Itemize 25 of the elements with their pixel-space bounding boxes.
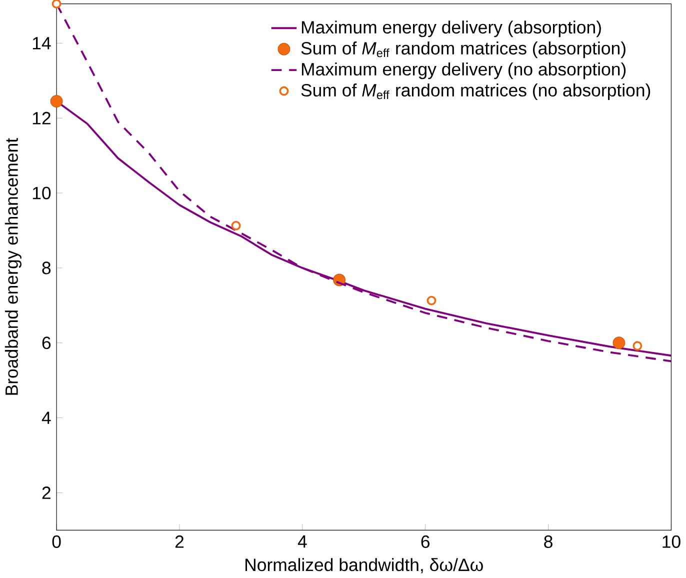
y-tick-label: 6 bbox=[42, 336, 51, 350]
x-tick-label: 10 bbox=[662, 535, 680, 548]
y-tick-label: 14 bbox=[32, 37, 51, 50]
point bbox=[632, 341, 642, 351]
x-tick-label: 8 bbox=[544, 535, 552, 548]
y-tick-label: 2 bbox=[42, 486, 50, 499]
point bbox=[426, 296, 436, 306]
point bbox=[50, 94, 63, 108]
legend-label: Maximum energy delivery (no absorption) bbox=[302, 62, 626, 79]
legend-label: Maximum energy delivery (absorption) bbox=[302, 20, 601, 38]
point bbox=[231, 220, 241, 230]
y-tick-label: 12 bbox=[32, 112, 50, 124]
point bbox=[612, 336, 626, 350]
point bbox=[52, 0, 62, 8]
y-axis-title: Broadband energy enhancement bbox=[4, 138, 22, 395]
legend-label: Sum of M$_{eff}$ random matrices (no absorption) bbox=[301, 83, 650, 100]
legend-label: Sum of M$_{eff}$ random matrices (absorption) bbox=[301, 41, 626, 58]
x-tick-label: 4 bbox=[298, 535, 307, 548]
y-tick-label: 8 bbox=[42, 262, 51, 274]
y-tick-label: 4 bbox=[42, 412, 51, 424]
x-tick-label: 2 bbox=[175, 535, 184, 548]
x-tick-label: 0 bbox=[52, 535, 61, 548]
x-tick-label: 6 bbox=[421, 535, 430, 548]
x-axis-title: Normalized bandwidth, δω/Δω bbox=[246, 558, 483, 574]
y-tick-label: 10 bbox=[32, 186, 51, 200]
